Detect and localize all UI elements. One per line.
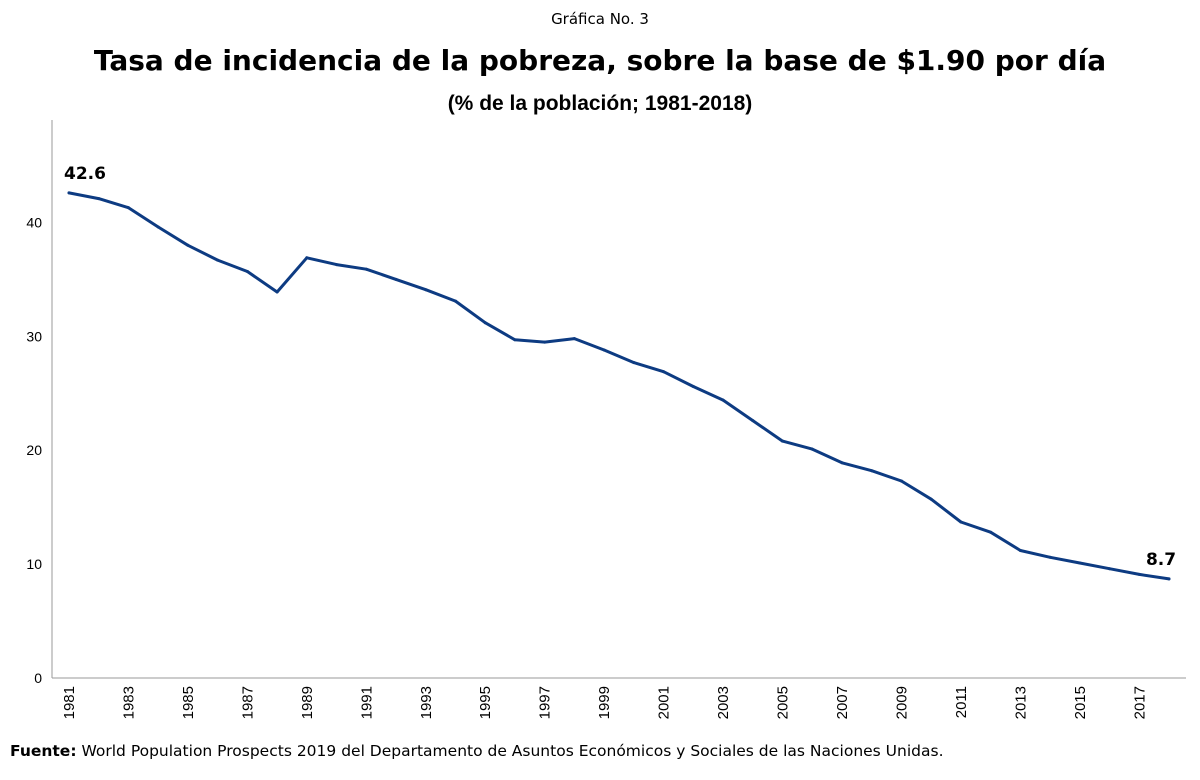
data-point	[721, 398, 725, 402]
data-point	[424, 288, 428, 292]
data-point	[632, 361, 636, 365]
x-tick-label: 2001	[656, 686, 673, 719]
data-point	[1078, 561, 1082, 565]
source-note: Fuente: World Population Prospects 2019 …	[10, 742, 944, 760]
x-tick-label: 1983	[120, 686, 137, 719]
x-tick-label: 2007	[834, 686, 851, 719]
data-point	[216, 258, 220, 262]
data-point	[1167, 577, 1171, 581]
x-tick-label: 2015	[1072, 686, 1089, 719]
x-tick-label: 1987	[239, 686, 256, 719]
series-group	[67, 191, 1171, 581]
data-point	[929, 497, 933, 501]
series-line	[67, 191, 1171, 581]
x-tick-label: 2005	[775, 686, 792, 719]
y-tick-label: 10	[26, 556, 42, 572]
x-tick-label: 1997	[537, 686, 554, 719]
y-axis-ticks: 0 10 20 30 40	[26, 214, 42, 686]
data-point	[959, 520, 963, 524]
y-tick-label: 40	[26, 214, 42, 230]
figure-number: Gráfica No. 3	[551, 10, 649, 28]
data-point	[335, 263, 339, 267]
data-point	[364, 267, 368, 271]
data-label: 8.7	[1146, 550, 1176, 570]
x-tick-label: 2013	[1012, 686, 1029, 719]
chart-subtitle: (% de la población; 1981-2018)	[447, 92, 753, 115]
data-point	[127, 206, 130, 210]
data-point	[394, 277, 398, 281]
x-tick-label: 1989	[299, 686, 316, 719]
x-tick-label: 1993	[418, 686, 435, 719]
data-point	[245, 270, 249, 273]
data-point	[691, 385, 695, 388]
source-label: Fuente:	[10, 742, 77, 760]
chart-title: Tasa de incidencia de la pobreza, sobre …	[93, 44, 1107, 77]
x-axis-ticks: 1981 1983 1985 1987 1989 1991 1993 1995 1997 1999…	[61, 686, 1148, 719]
y-tick-label: 30	[26, 328, 42, 344]
data-point	[572, 337, 576, 341]
x-tick-label: 1985	[180, 686, 197, 719]
y-tick-label: 20	[26, 442, 42, 458]
data-point	[751, 419, 755, 423]
data-point	[543, 340, 547, 344]
data-point	[97, 197, 101, 201]
x-tick-label: 2003	[715, 686, 732, 719]
data-point	[602, 348, 606, 352]
data-point	[1137, 572, 1141, 576]
data-labels: 42.6 8.7	[64, 164, 1176, 570]
source-text: World Population Prospects 2019 del Depa…	[81, 742, 944, 760]
data-point	[840, 461, 844, 465]
data-point	[156, 225, 160, 229]
data-point	[1048, 555, 1052, 559]
x-tick-label: 2011	[953, 686, 970, 718]
chart-axes	[51, 120, 1186, 679]
x-tick-label: 2009	[893, 686, 910, 719]
x-tick-label: 1981	[61, 686, 78, 719]
data-point	[870, 469, 874, 473]
data-point	[781, 439, 784, 443]
data-label: 42.6	[64, 164, 106, 184]
data-point	[513, 338, 517, 342]
x-tick-label: 1995	[477, 686, 494, 719]
data-point	[662, 370, 666, 374]
x-tick-label: 1991	[358, 686, 375, 719]
y-tick-label: 0	[34, 670, 42, 686]
data-point	[899, 479, 903, 483]
data-point	[67, 191, 71, 195]
data-point	[989, 530, 993, 534]
data-point	[1018, 549, 1022, 552]
data-point	[275, 290, 279, 294]
data-point	[305, 256, 309, 260]
data-point	[186, 243, 190, 247]
data-point	[1108, 567, 1111, 571]
x-tick-label: 2017	[1131, 686, 1148, 719]
data-point	[454, 299, 457, 303]
data-point	[483, 321, 487, 325]
data-point	[810, 447, 814, 451]
x-tick-label: 1999	[596, 686, 613, 719]
